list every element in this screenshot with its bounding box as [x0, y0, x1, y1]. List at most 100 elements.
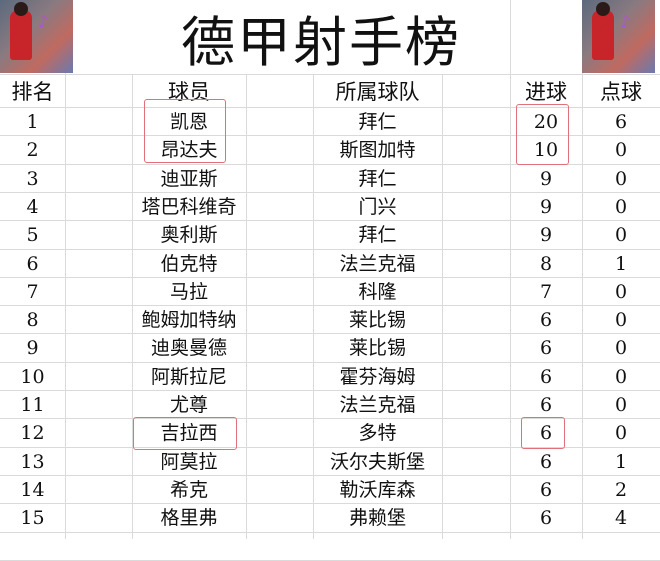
grid-line [510, 0, 511, 539]
grid-line [132, 0, 133, 539]
cell-rank: 11 [20, 394, 45, 416]
cell-player: 迪奥曼德 [150, 337, 227, 359]
cell-rank: 10 [20, 366, 45, 388]
grid-line [0, 475, 660, 476]
cell-penalties: 0 [614, 394, 628, 416]
grid-line [0, 220, 660, 221]
grid-line [0, 249, 660, 250]
cell-rank: 3 [26, 168, 39, 190]
cell-team: 多特 [358, 422, 397, 444]
cell-rank: 5 [26, 224, 39, 246]
header-penalties: 点球 [600, 80, 642, 104]
grid-line [0, 192, 660, 193]
grid-line [0, 135, 660, 136]
grid-line [0, 390, 660, 391]
cell-penalties: 2 [614, 479, 628, 501]
cell-goals: 8 [539, 253, 553, 275]
cell-goals: 9 [539, 224, 553, 246]
cell-rank: 13 [20, 451, 45, 473]
grid-line [0, 532, 660, 533]
cell-player: 鲍姆加特纳 [141, 309, 237, 331]
cell-team: 拜仁 [358, 168, 397, 190]
cell-penalties: 4 [614, 507, 628, 529]
cell-goals: 6 [539, 507, 553, 529]
player-artwork-right: ♪ [582, 0, 655, 73]
cell-rank: 15 [20, 507, 45, 529]
cell-rank: 12 [20, 422, 45, 444]
header-team: 所属球队 [335, 80, 420, 104]
cell-team: 斯图加特 [339, 139, 416, 161]
grid-line [0, 418, 660, 419]
table-row: 3 迪亚斯 拜仁 9 0 [0, 165, 660, 193]
cell-team: 法兰克福 [339, 253, 416, 275]
grid-line [0, 362, 660, 363]
grid-line [582, 0, 583, 539]
cell-team: 科隆 [358, 281, 397, 303]
cell-rank: 7 [26, 281, 39, 303]
cell-team: 勒沃库森 [339, 479, 416, 501]
cell-goals: 6 [539, 337, 553, 359]
grid-line [0, 107, 660, 108]
cell-goals: 6 [539, 366, 553, 388]
cell-goals: 10 [533, 139, 559, 161]
cell-penalties: 0 [614, 168, 628, 190]
highlight-box-goals [516, 104, 569, 165]
table-row: 12 吉拉西 多特 6 0 [0, 419, 660, 447]
grid-line [442, 0, 443, 539]
cell-rank: 2 [26, 139, 39, 161]
cell-player: 马拉 [169, 281, 208, 303]
cell-goals: 6 [539, 479, 553, 501]
header-player: 球员 [168, 80, 210, 104]
table-row: 14 希克 勒沃库森 6 2 [0, 476, 660, 504]
table-row: 6 伯克特 法兰克福 8 1 [0, 250, 660, 278]
highlight-box-player-12 [133, 417, 237, 450]
cell-player: 格里弗 [160, 507, 218, 529]
header-row: 排名 球员 所属球队 进球 点球 [0, 78, 660, 106]
cell-rank: 6 [26, 253, 39, 275]
cell-player: 昂达夫 [160, 139, 218, 161]
grid-line [0, 447, 660, 448]
cell-goals: 6 [539, 451, 553, 473]
table-row: 13 阿莫拉 沃尔夫斯堡 6 1 [0, 448, 660, 476]
header-goals: 进球 [525, 80, 567, 104]
cell-penalties: 0 [614, 366, 628, 388]
table-row: 11 尤尊 法兰克福 6 0 [0, 391, 660, 419]
cell-rank: 9 [26, 337, 39, 359]
cell-player: 凯恩 [169, 111, 208, 133]
cell-rank: 4 [26, 196, 39, 218]
grid-line [0, 74, 660, 75]
cell-goals: 6 [539, 422, 553, 444]
cell-team: 沃尔夫斯堡 [329, 451, 425, 473]
cell-player: 吉拉西 [160, 422, 218, 444]
grid-line [65, 0, 66, 539]
grid-line [0, 164, 660, 165]
cell-player: 希克 [169, 479, 208, 501]
cell-player: 尤尊 [169, 394, 208, 416]
table-row: 7 马拉 科隆 7 0 [0, 278, 660, 306]
table-row: 8 鲍姆加特纳 莱比锡 6 0 [0, 306, 660, 334]
cell-team: 法兰克福 [339, 394, 416, 416]
table-row: 5 奥利斯 拜仁 9 0 [0, 221, 660, 249]
cell-penalties: 1 [614, 253, 628, 275]
cell-goals: 7 [539, 281, 553, 303]
cell-team: 拜仁 [358, 224, 397, 246]
cell-team: 拜仁 [358, 111, 397, 133]
cell-rank: 14 [20, 479, 45, 501]
cell-team: 门兴 [358, 196, 397, 218]
grid-line [0, 305, 660, 306]
cell-rank: 8 [26, 309, 39, 331]
cell-penalties: 0 [614, 422, 628, 444]
grid-line [313, 0, 314, 539]
cell-penalties: 0 [614, 281, 628, 303]
cell-penalties: 0 [614, 196, 628, 218]
cell-goals: 9 [539, 168, 553, 190]
table-row: 10 阿斯拉尼 霍芬海姆 6 0 [0, 363, 660, 391]
page-title: 德甲射手榜 [132, 0, 510, 74]
cell-penalties: 0 [614, 309, 628, 331]
cell-penalties: 6 [614, 111, 628, 133]
cell-team: 霍芬海姆 [339, 366, 416, 388]
table-row: 15 格里弗 弗赖堡 6 4 [0, 504, 660, 532]
table-row: 4 塔巴科维奇 门兴 9 0 [0, 193, 660, 221]
cell-penalties: 0 [614, 139, 628, 161]
table-row: 1 凯恩 拜仁 20 6 [0, 108, 660, 136]
